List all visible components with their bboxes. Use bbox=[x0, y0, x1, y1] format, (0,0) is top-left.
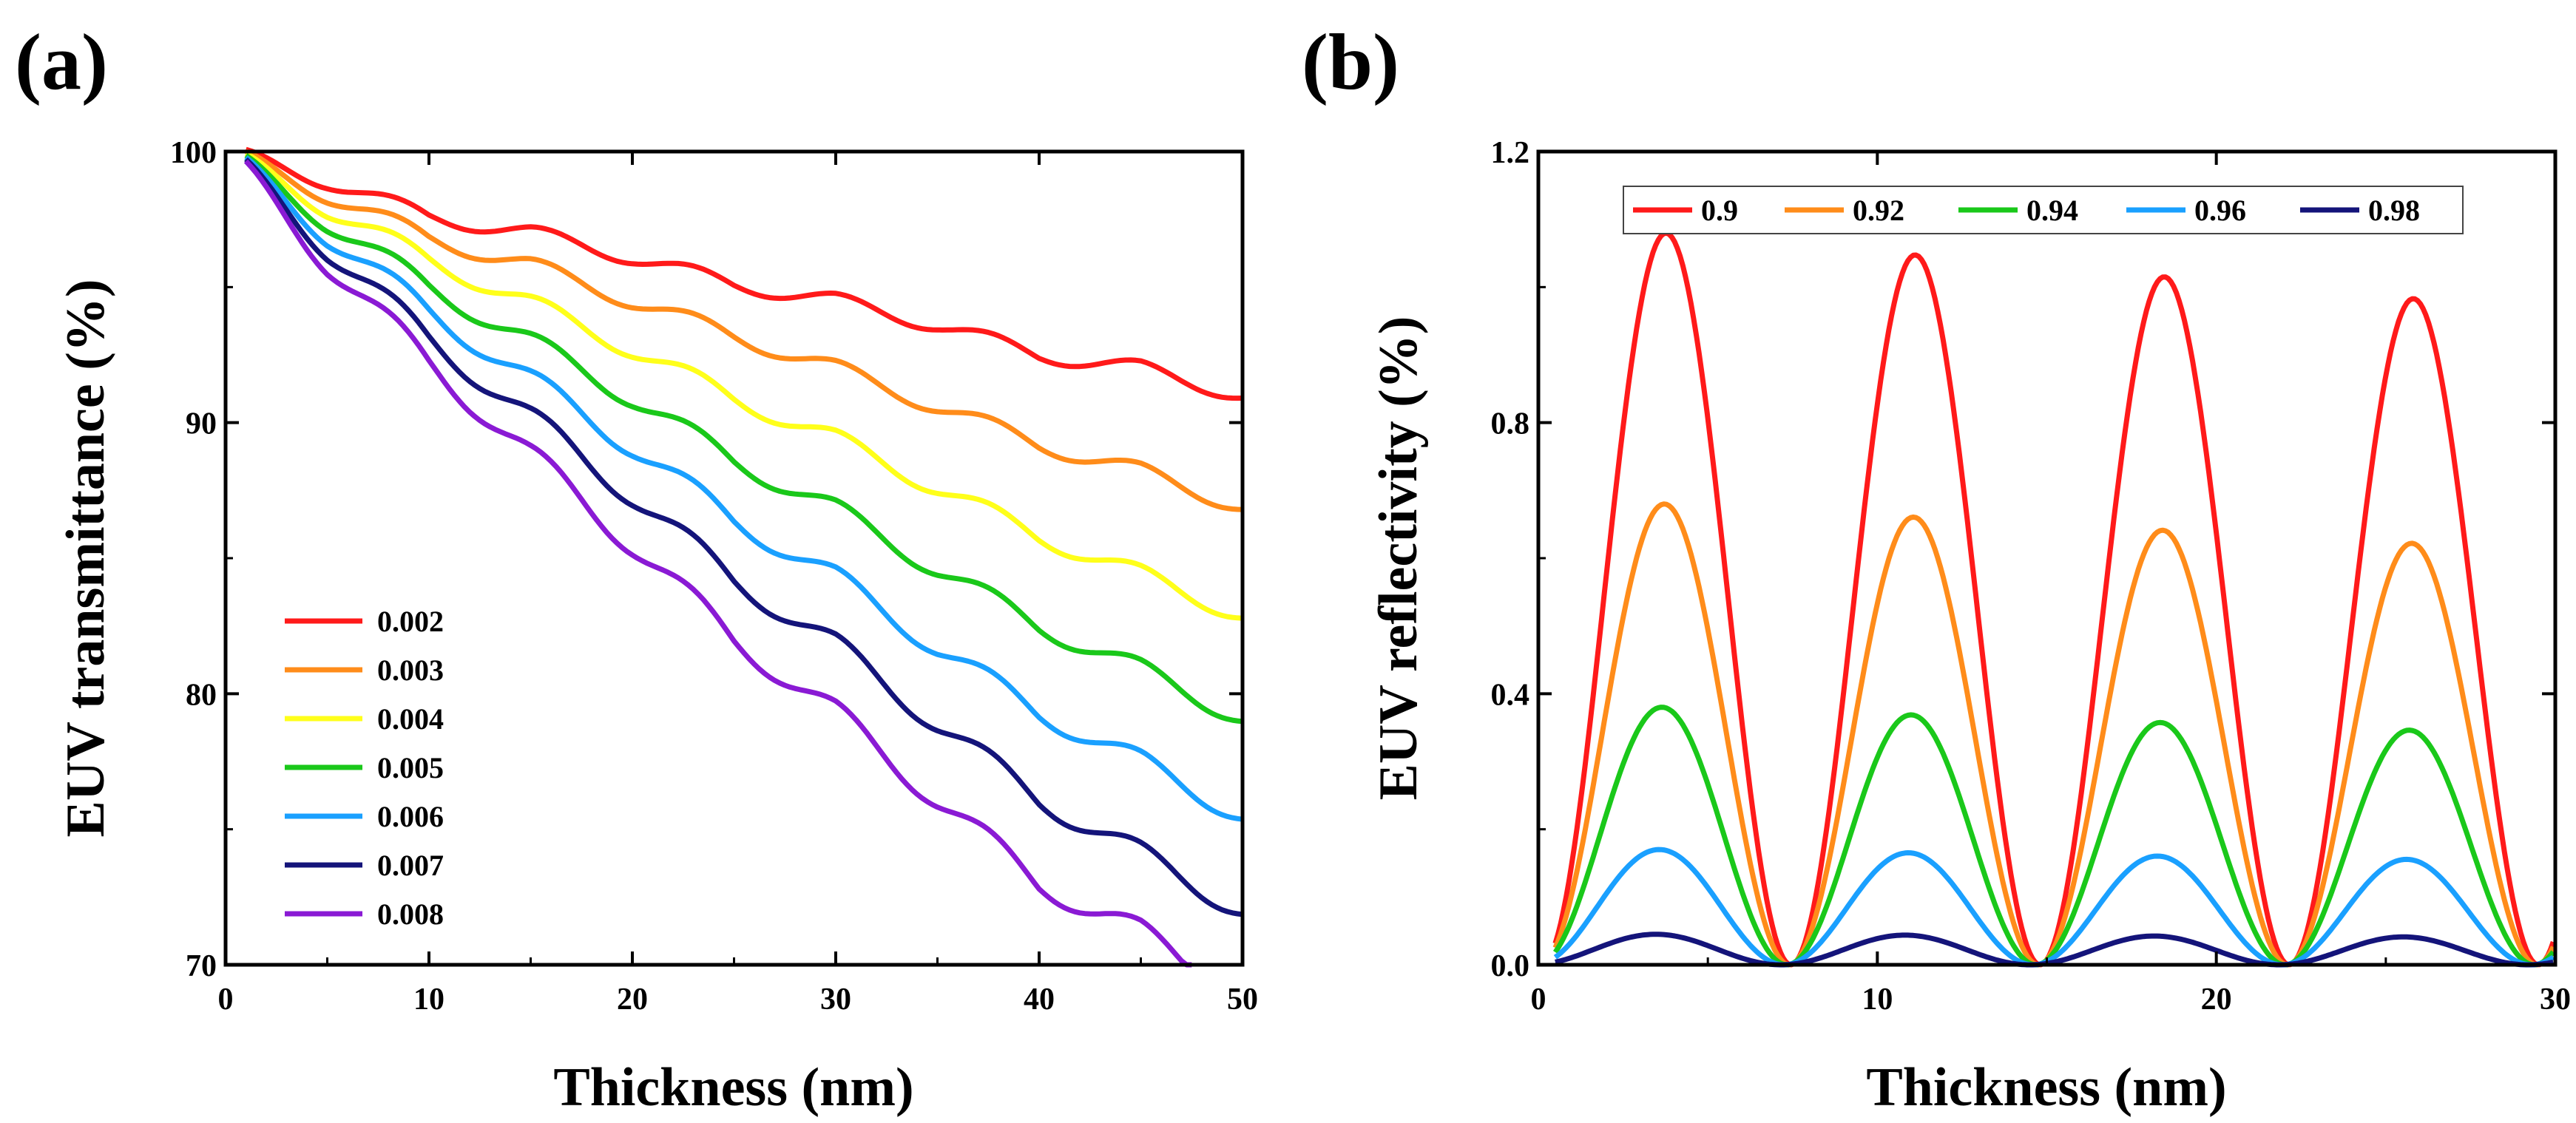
x-tick-label: 20 bbox=[2201, 983, 2232, 1017]
legend-label-0.003: 0.003 bbox=[377, 654, 444, 687]
legend-label-0.004: 0.004 bbox=[377, 702, 444, 736]
y-tick-label: 100 bbox=[170, 136, 217, 170]
y-tick-label: 0.8 bbox=[1491, 407, 1530, 441]
chart-b-ticks: 0 10 20 30 0.0 0.4 0.8 1.2 bbox=[1491, 136, 2572, 1017]
legend-label-0.9: 0.9 bbox=[1701, 194, 1738, 227]
chart-b-ylabel: EUV reflectivity (%) bbox=[1368, 316, 1429, 801]
legend-label-0.96: 0.96 bbox=[2194, 194, 2246, 227]
y-tick-label: 0.4 bbox=[1491, 678, 1530, 712]
y-tick-label: 70 bbox=[186, 949, 217, 983]
x-tick-label: 0 bbox=[218, 983, 234, 1017]
x-tick-label: 30 bbox=[820, 983, 851, 1017]
chart-a-xlabel: Thickness (nm) bbox=[553, 1057, 913, 1118]
series-line-0.92 bbox=[1552, 501, 2556, 968]
chart-b: 0 10 20 30 0.0 0.4 0.8 1.2 Thickness (nm) EUV r… bbox=[1368, 136, 2571, 1118]
y-tick-label: 1.2 bbox=[1491, 136, 1530, 170]
x-tick-label: 20 bbox=[617, 983, 648, 1017]
panel-label-a: (a) bbox=[15, 18, 108, 106]
x-tick-label: 10 bbox=[413, 983, 444, 1017]
legend-label-0.92: 0.92 bbox=[1853, 194, 1904, 227]
chart-b-legend: 0.9 0.92 0.94 0.96 0.98 bbox=[1623, 186, 2464, 234]
chart-a: 0 10 20 30 40 50 70 80 90 100 Thickness (nm) EUV … bbox=[55, 136, 1258, 1118]
y-tick-label: 90 bbox=[186, 407, 217, 441]
series-line-0.002 bbox=[245, 146, 1243, 401]
legend-label-0.005: 0.005 bbox=[377, 751, 444, 784]
legend-label-0.94: 0.94 bbox=[2026, 194, 2078, 227]
chart-a-series bbox=[243, 146, 1243, 968]
series-line-0.94 bbox=[1552, 705, 2555, 968]
legend-label-0.98: 0.98 bbox=[2368, 194, 2420, 227]
chart-b-xlabel: Thickness (nm) bbox=[1866, 1057, 2226, 1118]
chart-b-series bbox=[1552, 230, 2556, 968]
x-tick-label: 30 bbox=[2540, 983, 2571, 1017]
series-line-0.004 bbox=[244, 151, 1243, 621]
legend-label-0.002: 0.002 bbox=[377, 605, 444, 638]
series-line-0.006 bbox=[244, 155, 1243, 822]
chart-a-ylabel: EUV transmittance (%) bbox=[55, 279, 116, 838]
series-line-0.9 bbox=[1552, 230, 2556, 968]
legend-label-0.008: 0.008 bbox=[377, 898, 444, 931]
series-line-0.96 bbox=[1553, 847, 2555, 968]
series-line-0.005 bbox=[244, 153, 1243, 725]
x-tick-label: 40 bbox=[1024, 983, 1055, 1017]
series-line-0.98 bbox=[1555, 932, 2554, 968]
panel-label-b: (b) bbox=[1302, 18, 1399, 106]
x-tick-label: 10 bbox=[1862, 983, 1893, 1017]
chart-a-ticks: 0 10 20 30 40 50 70 80 90 100 bbox=[170, 136, 1258, 1017]
legend-label-0.006: 0.006 bbox=[377, 800, 444, 833]
series-line-0.007 bbox=[244, 157, 1243, 917]
series-line-0.008 bbox=[243, 159, 1192, 968]
series-line-0.003 bbox=[245, 149, 1243, 512]
x-tick-label: 0 bbox=[1531, 983, 1546, 1017]
chart-a-legend: 0.002 0.003 0.004 0.005 0.006 0.007 0.008 bbox=[285, 605, 444, 931]
y-tick-label: 0.0 bbox=[1491, 949, 1530, 983]
y-tick-label: 80 bbox=[186, 678, 217, 712]
x-tick-label: 50 bbox=[1227, 983, 1258, 1017]
legend-label-0.007: 0.007 bbox=[377, 849, 444, 882]
